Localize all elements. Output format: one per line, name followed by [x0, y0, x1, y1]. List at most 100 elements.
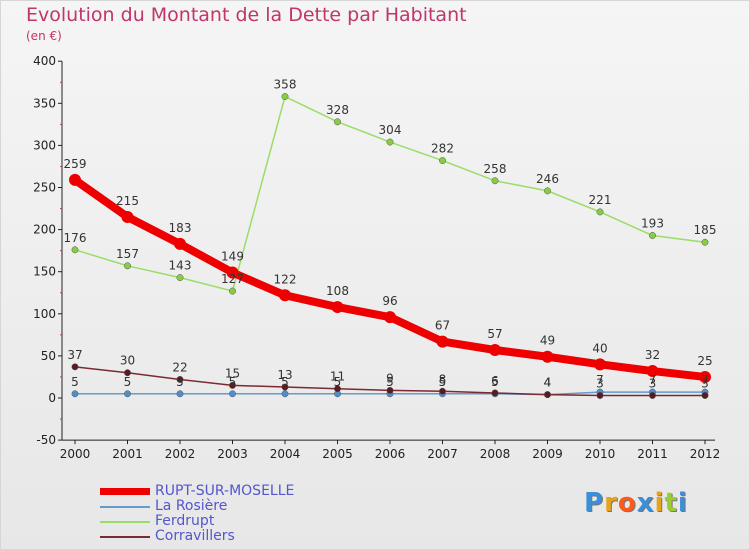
data-point-ferdrupt	[124, 262, 131, 270]
legend-label-corravillers: Corravillers	[155, 528, 235, 544]
logo-letter: r	[604, 488, 618, 518]
data-point-rupt	[489, 344, 501, 357]
data-label-ferdrupt: 304	[379, 123, 402, 137]
x-tick-label: 2005	[322, 447, 353, 461]
data-point-rupt	[121, 210, 134, 223]
data-label-ferdrupt: 246	[536, 172, 559, 186]
data-point-corravillers	[491, 389, 499, 397]
y-tick-label: 250	[33, 181, 56, 195]
data-label-ferdrupt: 282	[431, 142, 454, 156]
data-label-corravillers: 3	[596, 376, 604, 390]
x-tick-label: 2006	[375, 447, 406, 461]
data-point-rupt	[69, 173, 81, 186]
logo-letter: o	[617, 488, 637, 518]
data-label-rosiere: 5	[439, 375, 447, 389]
data-point-corravillers	[281, 383, 289, 391]
data-label-rosiere: 5	[229, 375, 237, 389]
data-label-rosiere: 5	[334, 375, 342, 389]
data-point-rupt	[699, 370, 711, 383]
y-tick-label: 50	[41, 349, 56, 363]
data-label-rupt: 49	[540, 334, 555, 348]
y-tick-label: 150	[33, 265, 56, 279]
data-label-rosiere: 5	[491, 375, 499, 389]
chart-subtitle: (en €)	[26, 29, 62, 43]
data-label-rupt: 122	[274, 272, 297, 286]
data-point-ferdrupt	[229, 287, 236, 295]
data-point-rosiere	[281, 390, 289, 398]
x-tick-label: 2004	[270, 447, 301, 461]
y-tick-label: 350	[33, 96, 56, 110]
data-label-rupt: 259	[64, 157, 87, 171]
data-label-corravillers: 6	[491, 374, 499, 388]
data-label-rosiere: 7	[649, 373, 657, 387]
data-label-ferdrupt: 157	[116, 247, 139, 261]
data-point-corravillers	[229, 381, 236, 389]
logo-letter: i	[654, 488, 665, 518]
data-label-rupt: 183	[169, 221, 192, 235]
data-label-ferdrupt: 193	[641, 216, 664, 230]
data-point-ferdrupt	[701, 238, 709, 246]
data-point-rupt	[646, 365, 659, 378]
data-label-rosiere: 5	[124, 375, 132, 389]
data-point-rosiere	[176, 390, 184, 398]
x-tick-label: 2003	[217, 447, 248, 461]
x-tick-label: 2008	[480, 447, 511, 461]
data-label-rupt: 108	[326, 284, 349, 298]
legend-swatch-rosiere	[100, 506, 150, 508]
data-label-corravillers: 8	[439, 372, 447, 386]
series-layer	[69, 93, 711, 399]
legend-label-ferdrupt: Ferdrupt	[155, 513, 215, 529]
data-point-corravillers	[596, 392, 604, 399]
data-point-corravillers	[544, 391, 551, 399]
data-point-ferdrupt	[544, 187, 551, 195]
data-point-rupt	[331, 301, 344, 314]
logo-letter: i	[677, 488, 688, 518]
data-point-rupt	[541, 350, 554, 363]
data-label-corravillers: 4	[544, 376, 552, 390]
data-point-ferdrupt	[649, 232, 656, 239]
data-label-rosiere: 7	[701, 373, 709, 387]
chart-title: Evolution du Montant de la Dette par Hab…	[26, 4, 467, 26]
data-label-ferdrupt: 258	[484, 162, 507, 176]
data-point-rupt	[436, 335, 449, 348]
y-tick-label: -50	[36, 433, 56, 447]
series-line-rupt	[72, 176, 706, 381]
data-point-rupt	[594, 358, 606, 371]
legend-swatch-corravillers	[100, 536, 150, 538]
data-point-corravillers	[386, 386, 394, 394]
legend-swatch-rupt	[100, 488, 150, 495]
data-label-rosiere: 5	[71, 375, 79, 389]
data-point-rosiere	[229, 390, 236, 398]
x-tick-label: 2000	[60, 447, 91, 461]
data-point-corravillers	[176, 376, 184, 383]
data-label-corravillers: 15	[225, 366, 240, 380]
data-label-corravillers: 13	[277, 368, 292, 382]
data-point-ferdrupt	[439, 157, 446, 165]
data-label-ferdrupt: 328	[326, 103, 349, 117]
data-point-corravillers	[701, 392, 709, 399]
x-tick-label: 2009	[532, 447, 563, 461]
logo-letter: x	[636, 488, 655, 518]
data-label-rosiere: 4	[544, 376, 552, 390]
axes: -50 0 50 100 150 200 250 300 350 400 2000 2001 2002 2…	[33, 54, 720, 461]
data-label-ferdrupt: 176	[64, 231, 87, 245]
data-point-corravillers	[124, 369, 131, 377]
data-label-ferdrupt: 127	[221, 272, 244, 286]
y-tick-label: 100	[33, 307, 56, 321]
y-tick-label: 0	[48, 391, 56, 405]
data-point-rupt	[384, 311, 396, 324]
data-label-rosiere: 5	[281, 375, 289, 389]
x-tick-label: 2002	[165, 447, 196, 461]
legend-label-rosiere: La Rosière	[155, 498, 228, 514]
data-point-corravillers	[439, 387, 446, 395]
data-label-ferdrupt: 358	[274, 78, 297, 92]
logo-letter: t	[664, 488, 678, 518]
x-tick-label: 2001	[112, 447, 143, 461]
data-label-corravillers: 11	[330, 370, 345, 384]
data-label-rosiere: 5	[386, 375, 394, 389]
data-label-corravillers: 22	[172, 360, 187, 374]
data-point-corravillers	[334, 385, 341, 393]
data-label-rupt: 149	[221, 250, 244, 264]
